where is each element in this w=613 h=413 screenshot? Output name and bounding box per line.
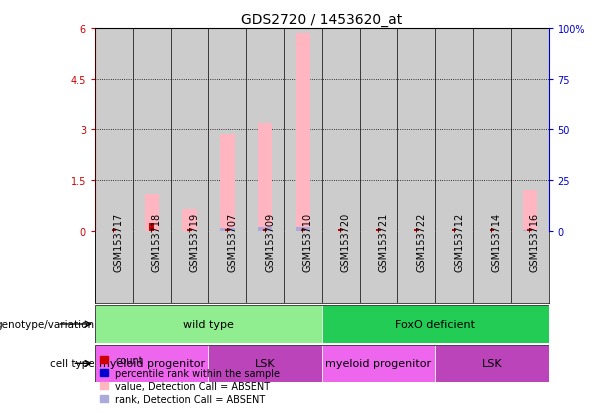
Text: GSM153707: GSM153707 [227,213,237,272]
Bar [511,29,549,231]
Bar [263,230,267,231]
Bar [322,29,360,231]
Text: LSK: LSK [482,358,502,368]
Bar [397,231,435,304]
Text: GSM153720: GSM153720 [341,213,351,272]
Bar [246,231,284,304]
Bar [295,34,310,231]
Legend: count, percentile rank within the sample, value, Detection Call = ABSENT, rank, : count, percentile rank within the sample… [100,356,280,404]
Bar [95,231,133,304]
Bar [246,29,284,231]
Bar [258,228,272,231]
Bar [95,306,322,343]
Bar [145,194,159,231]
Title: GDS2720 / 1453620_at: GDS2720 / 1453620_at [241,12,403,26]
Bar [295,228,310,231]
Text: GSM153717: GSM153717 [114,213,124,272]
Text: FoxO deficient: FoxO deficient [395,319,475,329]
Bar [490,230,494,231]
Bar [322,231,360,304]
Bar [170,231,208,304]
Bar [112,230,116,231]
Bar [208,345,322,382]
Bar [208,29,246,231]
Text: GSM153709: GSM153709 [265,213,275,272]
Text: LSK: LSK [255,358,275,368]
Bar [170,29,208,231]
Text: GSM153710: GSM153710 [303,213,313,272]
Bar [338,230,343,231]
Bar [322,306,549,343]
Bar [435,29,473,231]
Bar [435,345,549,382]
Text: GSM153719: GSM153719 [189,213,199,272]
Text: GSM153712: GSM153712 [454,213,464,272]
Text: GSM153716: GSM153716 [530,213,539,272]
Text: GSM153722: GSM153722 [416,213,426,272]
Bar [258,123,272,231]
Bar [397,29,435,231]
Bar [527,230,532,231]
Bar [435,231,473,304]
Bar [182,209,197,231]
Bar [95,29,133,231]
Bar [284,231,322,304]
Bar [133,29,170,231]
Bar [284,29,322,231]
Text: wild type: wild type [183,319,234,329]
Bar [95,345,208,382]
Bar [220,228,235,231]
Bar [208,231,246,304]
Bar [220,135,235,231]
Bar [150,224,154,231]
Bar [187,229,192,231]
Text: GSM153714: GSM153714 [492,213,502,272]
Bar [322,345,435,382]
Bar [473,29,511,231]
Text: cell type: cell type [50,358,94,368]
Bar [414,229,419,231]
Bar [452,230,457,231]
Text: GSM153718: GSM153718 [151,213,162,272]
Bar [376,230,381,231]
Bar [473,231,511,304]
Bar [300,230,305,231]
Bar [360,231,397,304]
Bar [511,231,549,304]
Bar [360,29,397,231]
Text: myeloid progenitor: myeloid progenitor [99,358,205,368]
Text: genotype/variation: genotype/variation [0,319,94,329]
Bar [522,191,537,231]
Bar [133,231,170,304]
Text: GSM153721: GSM153721 [378,213,389,272]
Bar [225,230,230,231]
Text: myeloid progenitor: myeloid progenitor [326,358,432,368]
